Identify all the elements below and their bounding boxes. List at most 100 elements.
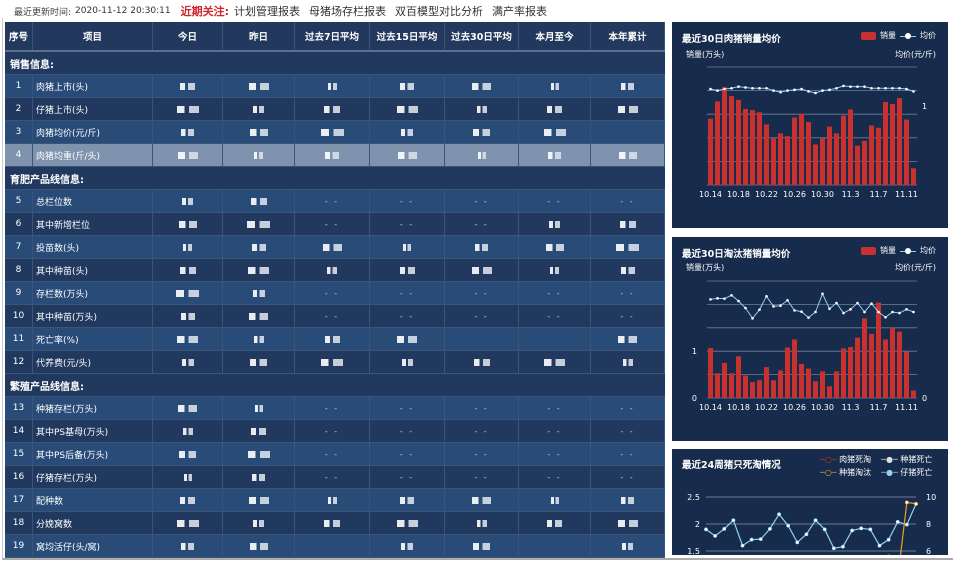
empty-value: - - [474,449,489,459]
y-tick-label: 1.5 [687,547,700,555]
redacted-value [327,82,337,90]
table-cell [445,512,519,534]
table-row[interactable]: 17 配种数 [5,489,665,512]
legend-label[interactable]: 均价 [920,246,936,255]
bar [813,144,818,185]
y-axis-label: 销量(万头) [686,50,725,59]
table-cell: - - [519,420,591,442]
legend-item[interactable]: ─○─ 肉猪死淘 [820,455,872,464]
table-cell [445,259,519,281]
link-plan-report[interactable]: 计划管理报表 [234,5,301,18]
table-row[interactable]: 14 其中PS基母(万头) - - - - - - - - - - [5,420,665,443]
table-row[interactable]: 8 其中种苗(头) [5,259,665,282]
table-cell: - - [295,420,370,442]
table-cell [370,489,445,511]
column-header[interactable]: 本月至今 [519,22,591,50]
redacted-value [249,128,268,136]
column-header[interactable]: 昨日 [223,22,295,50]
empty-value: - - [324,403,340,413]
table-cell [295,328,370,350]
price-point [877,86,880,90]
table-cell [591,489,665,511]
redacted-value [250,197,267,205]
table-cell: - - [591,305,665,327]
table-row[interactable]: 18 分娩窝数 [5,512,665,535]
table-cell [445,489,519,511]
legend-item[interactable]: ─○─ 种猪淘汰 [820,468,872,477]
table-cell [370,351,445,373]
table-row[interactable]: 2 仔猪上市(头) [5,98,665,121]
column-header[interactable]: 过去7日平均 [295,22,370,50]
bar [841,348,846,398]
column-header[interactable]: 项目 [33,22,153,50]
empty-value: - - [547,449,562,459]
y2-tick-label: 0 [922,394,927,403]
y-tick-label: 2.5 [687,493,700,502]
table-row[interactable]: 12 代养费(元/头) [5,351,665,374]
table-row[interactable]: 7 投苗数(头) [5,236,665,259]
price-point [716,89,719,92]
price-point [863,85,866,88]
price-point [730,86,733,90]
legend-label[interactable]: 销量 [880,246,896,255]
redacted-value [473,358,490,366]
link-full-production-report[interactable]: 满产率报表 [492,5,548,18]
table-cell [519,328,591,350]
bar [911,168,916,185]
bar [869,333,874,398]
legend-label[interactable]: 销量 [880,31,896,40]
column-header[interactable]: 本年累计 [591,22,665,50]
table-cell [295,489,370,511]
table-row[interactable]: 1 肉猪上市(头) [5,75,665,98]
column-header[interactable]: 序号 [5,22,33,50]
column-header[interactable]: 今日 [153,22,223,50]
table-cell [295,144,370,166]
table-row[interactable]: 6 其中新增栏位 - - - - - - [5,213,665,236]
table-row[interactable]: 9 存栏数(万头) - - - - - - - - - - [5,282,665,305]
price-point [758,308,761,311]
bar [890,103,895,185]
empty-value: - - [324,288,340,298]
table-row[interactable]: 15 其中PS后备(万头) - - - - - - - - - - [5,443,665,466]
link-double-hundred-analysis[interactable]: 双百模型对比分析 [395,5,484,18]
pig-mortality-chart-panel: 最近24周猪只死淘情况 ─○─ 肉猪死淘 ─●─ 种猪死亡 ─○─ 种猪淘汰 ─… [672,449,948,555]
table-row[interactable]: 11 死亡率(%) [5,328,665,351]
table-cell [153,213,223,235]
legend-item[interactable]: ─●─ 仔猪死亡 [881,468,933,477]
link-sow-farm-report[interactable]: 母猪场存栏报表 [309,5,387,18]
table-row[interactable]: 19 窝均活仔(头/窝) [5,535,665,558]
table-cell [223,75,295,97]
price-point [835,86,838,90]
table-cell [295,535,370,557]
bar [827,386,832,398]
empty-value: - - [399,196,415,206]
table-row[interactable]: 13 种猪存栏(万头) - - - - - - - - - - [5,397,665,420]
table-cell [591,259,665,281]
price-point [807,316,810,319]
row-number: 16 [5,466,33,488]
price-point [800,87,803,91]
section-header-row: 繁殖产品线信息: [5,374,665,397]
redacted-value [325,151,339,159]
y-tick-label: 0 [692,394,697,403]
table-row[interactable]: 10 其中种苗(万头) - - - - - - - - - - [5,305,665,328]
x-tick-label: 10.26 [783,403,806,412]
x-tick-label: 11.11 [895,190,918,199]
table-row[interactable]: 3 肉猪均价(元/斤) [5,121,665,144]
column-header[interactable]: 过去15日平均 [370,22,445,50]
series-point [758,537,763,542]
legend-bar-swatch [861,31,876,40]
price-line [710,85,914,94]
table-cell [223,305,295,327]
redacted-value [544,358,565,366]
table-row[interactable]: 16 仔猪存栏(万头) - - - - - - - - - - [5,466,665,489]
legend-item[interactable]: ─●─ 种猪死亡 [881,455,933,464]
legend-label[interactable]: 均价 [920,31,936,40]
price-point [814,310,817,314]
table-row[interactable]: 5 总栏位数 - - - - - - - - - - [5,190,665,213]
table-row[interactable]: 4 肉猪均重(斤/头) [5,144,665,167]
bar [904,351,909,398]
x-tick-label: 10.26 [783,190,806,199]
column-header[interactable]: 过去30日平均 [445,22,519,50]
table-cell: - - [295,190,370,212]
